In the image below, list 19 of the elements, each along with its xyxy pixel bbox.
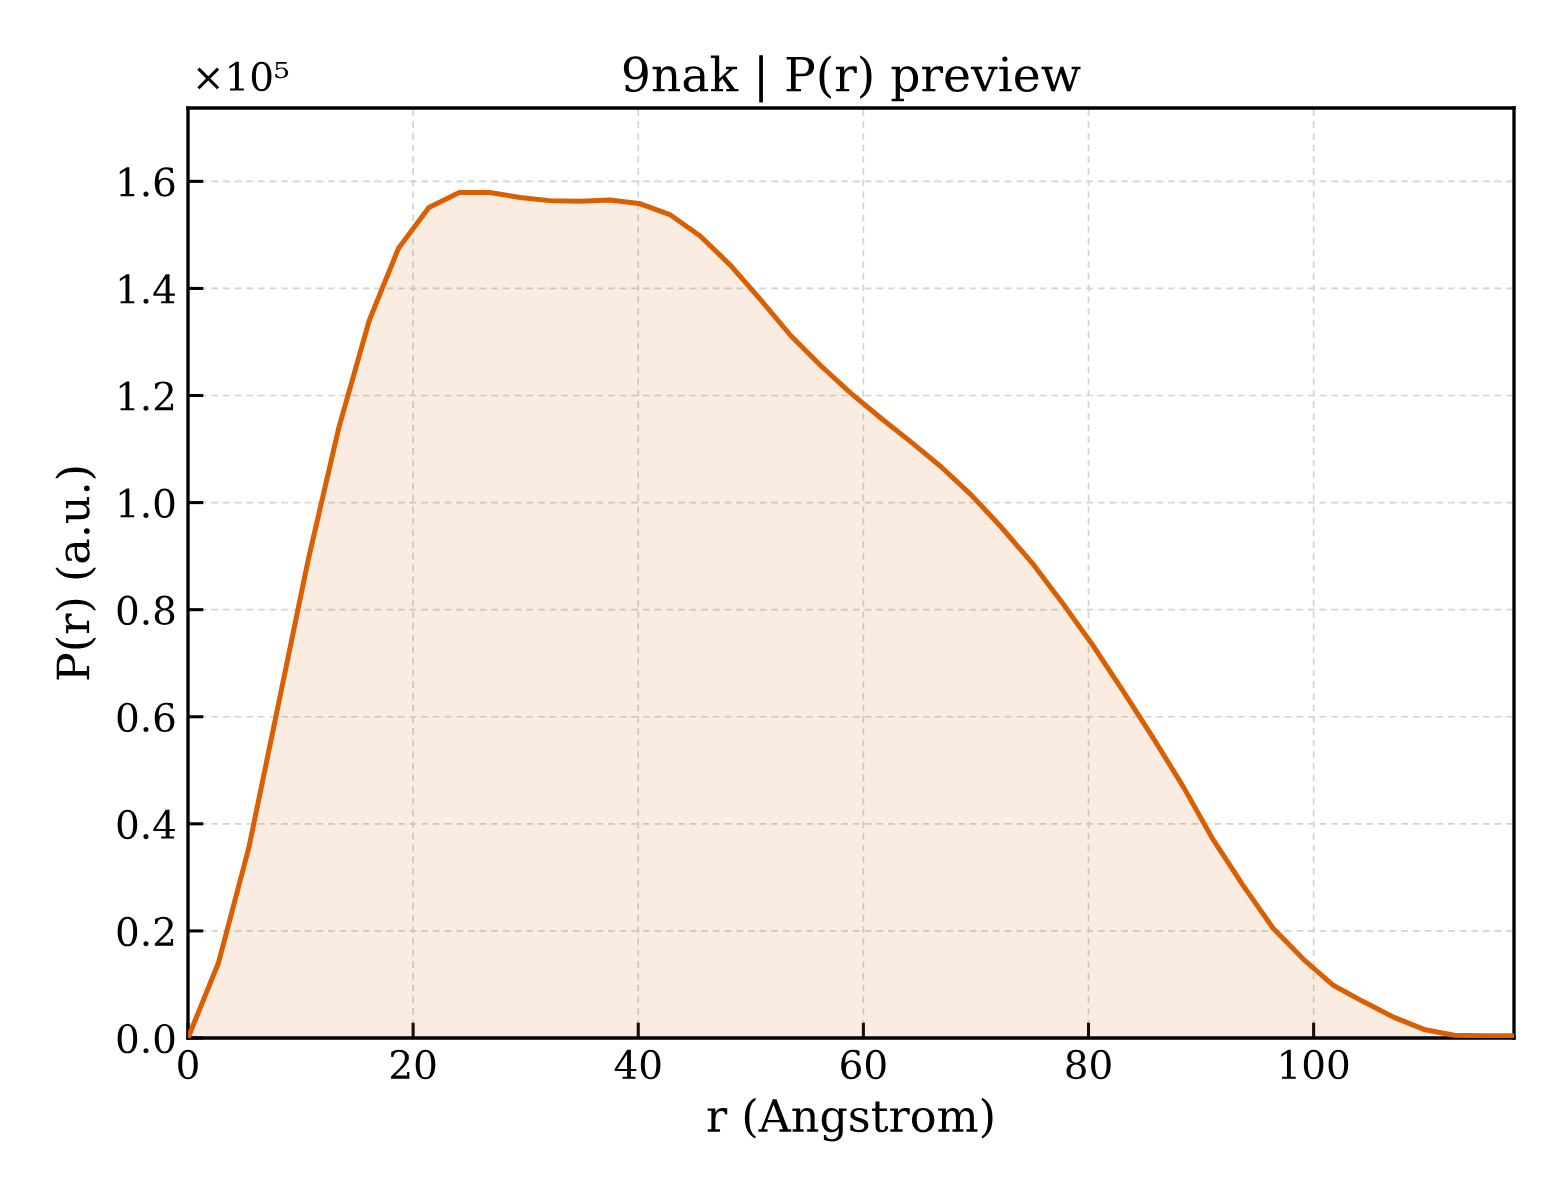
x-tick-label: 60 [841,1049,886,1080]
x-tick-label: 40 [614,1049,661,1080]
y-axis-title: P(r) (a.u.) [55,467,97,680]
y-tick-label: 1.6 [119,167,175,197]
x-tick-label: 20 [391,1049,436,1080]
y-tick-label: 0.4 [117,809,175,840]
y-tick-label: 0.0 [117,1023,175,1054]
x-tick-label: 100 [1281,1049,1349,1080]
y-tick-label: 0.2 [117,916,174,947]
chart-title: 9nak | P(r) preview [623,55,1081,103]
x-tick-label: 0 [178,1049,198,1080]
x-axis-title: r (Angstrom) [707,1097,993,1142]
y-tick-label: 1.2 [119,381,174,411]
text: ×10⁵ [197,61,289,92]
x-tick-label: 80 [1066,1049,1111,1080]
y-tick-label: 0.6 [117,702,175,733]
y-tick-label: 0.8 [117,595,175,625]
y-tick-label: 1.0 [119,488,175,518]
y-tick-label: 1.4 [119,274,175,304]
